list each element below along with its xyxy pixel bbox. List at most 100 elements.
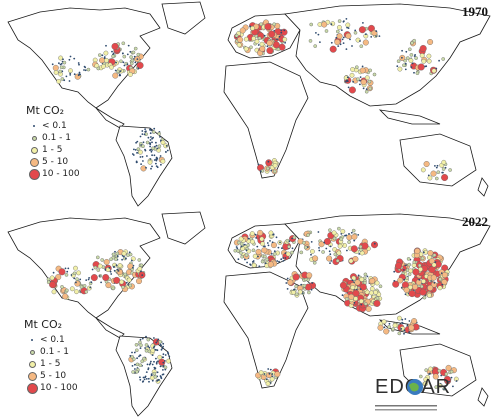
emission-dot [423, 160, 430, 167]
emission-dot [362, 22, 364, 24]
emission-dot [134, 61, 137, 64]
emission-dot [337, 243, 343, 249]
emission-dot [422, 295, 427, 300]
emission-dot [155, 357, 157, 360]
emission-dot [414, 54, 416, 56]
emission-dot [121, 41, 126, 46]
emission-dot [151, 146, 155, 151]
emission-dot [351, 279, 354, 282]
emission-dot [110, 273, 113, 275]
emission-dot [344, 234, 346, 237]
emission-dot [62, 293, 69, 300]
emission-dot [423, 381, 429, 387]
emission-dot [265, 378, 268, 381]
emission-dot [426, 292, 432, 298]
emission-dot [363, 272, 368, 277]
emission-dot [350, 231, 353, 234]
emission-dot [396, 315, 402, 321]
emission-dot [353, 296, 359, 302]
north-america [7, 7, 161, 109]
emission-dot [343, 20, 345, 22]
emission-dot [358, 244, 363, 249]
emission-dot [157, 131, 161, 136]
emission-dot [267, 160, 270, 163]
legend-label: 1 - 5 [42, 145, 63, 155]
emission-dot [284, 257, 287, 259]
emission-dot [159, 343, 162, 346]
emission-dot [144, 149, 147, 152]
emission-dot [397, 66, 403, 72]
emission-dot [163, 365, 168, 370]
legend-item: 0.1 - 1 [26, 132, 80, 144]
emission-dot [77, 74, 80, 77]
emission-dot [270, 169, 273, 172]
emission-dot [290, 250, 294, 255]
emission-dot [66, 270, 69, 273]
emission-dot [285, 238, 290, 243]
emission-dot [134, 342, 139, 347]
emission-dot [362, 87, 365, 90]
emission-dot [151, 363, 154, 366]
emission-dot [357, 234, 360, 236]
emission-dot [155, 144, 158, 147]
emission-dot [430, 170, 437, 177]
emission-dot [128, 283, 133, 288]
logo-tagline [375, 405, 437, 411]
emission-dot [434, 165, 436, 167]
emission-dot [375, 30, 378, 33]
emission-dot [130, 355, 134, 359]
emission-dot [281, 247, 283, 250]
emission-dot [347, 27, 350, 29]
emission-dot [350, 245, 358, 253]
legend-label: 10 - 100 [40, 383, 78, 393]
emission-dot [404, 293, 407, 296]
emission-dot [402, 63, 406, 68]
emission-dot [287, 279, 294, 286]
emission-dot [307, 246, 309, 248]
emission-dot [306, 233, 310, 237]
emission-dot [310, 288, 313, 291]
emission-dot [247, 237, 250, 240]
emission-dot [427, 39, 434, 46]
emission-dot [68, 80, 71, 82]
emission-dot [160, 163, 162, 166]
emission-dot [301, 240, 306, 245]
emission-dot [452, 385, 454, 388]
emission-dot [132, 266, 134, 269]
emission-dot [162, 369, 164, 371]
emission-dot [111, 42, 119, 50]
emission-dot [323, 241, 326, 244]
emission-dot [249, 231, 255, 236]
emission-dot [318, 249, 321, 252]
emission-dot [76, 270, 82, 276]
emission-dot [265, 381, 271, 387]
emission-dot [112, 52, 115, 55]
emission-dot [330, 23, 333, 26]
emission-dot [283, 29, 286, 32]
emission-dot [268, 372, 271, 375]
emission-dot [360, 303, 363, 306]
emission-dot [364, 89, 369, 94]
emission-dot [403, 278, 406, 281]
emission-dot [414, 56, 418, 60]
north-america [7, 217, 161, 319]
emission-dot [144, 347, 147, 349]
emission-dot [150, 347, 156, 353]
emission-dot [277, 246, 280, 249]
emission-dot [359, 76, 362, 78]
emission-dot [134, 348, 139, 353]
emission-dot [412, 283, 419, 290]
emission-dot [418, 266, 423, 272]
emission-dot [408, 268, 413, 274]
legend-label: 1 - 5 [40, 359, 61, 369]
emission-dot [441, 173, 449, 181]
emission-dot [373, 242, 376, 245]
emission-dot [85, 279, 88, 281]
emission-dot [441, 167, 446, 171]
emission-dot [401, 56, 403, 59]
emission-dot [341, 294, 344, 297]
emission-dot [329, 253, 332, 256]
emission-dot [335, 36, 338, 39]
emission-dot [153, 337, 155, 339]
emission-dot [98, 53, 102, 57]
